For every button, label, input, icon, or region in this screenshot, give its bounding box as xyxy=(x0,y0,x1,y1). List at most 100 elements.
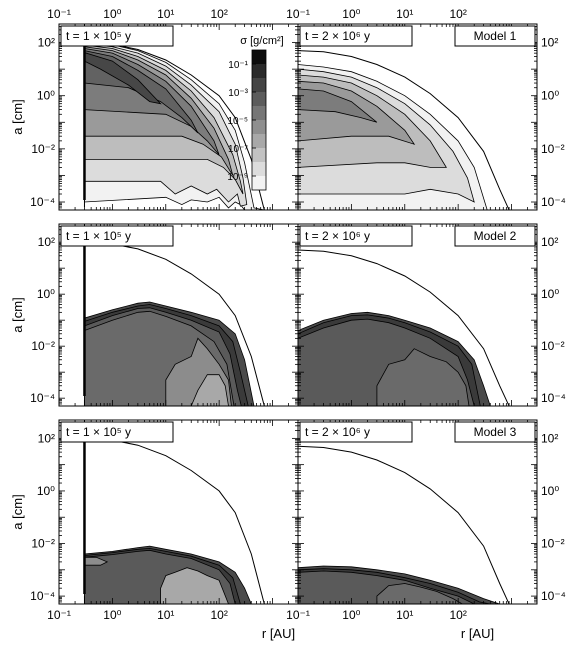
model-label-frame xyxy=(454,421,536,443)
contour-level-5 xyxy=(298,88,378,123)
bottom-tick-label: 10⁻¹ xyxy=(286,608,310,622)
y-ticks xyxy=(298,419,537,605)
model-label: Model 3 xyxy=(474,425,517,439)
bottom-tick-label: 10⁰ xyxy=(103,608,121,622)
time-label: t = 1 × 10⁵ y xyxy=(66,229,131,243)
model-label-box: Model 3 xyxy=(454,421,536,443)
time-label: t = 1 × 10⁵ y xyxy=(66,425,131,439)
model-label-box: Model 1 xyxy=(454,25,536,47)
left-tick-label: 10⁻⁴ xyxy=(30,391,55,405)
time-label-frame xyxy=(299,225,413,247)
right-tick-label: 10⁻² xyxy=(541,142,565,156)
model-label-frame xyxy=(454,225,536,247)
panel-frame xyxy=(297,419,538,605)
panel-frame xyxy=(297,23,538,211)
contour-level-4 xyxy=(376,583,464,604)
y-axis-label: a [cm] xyxy=(10,297,25,332)
time-label-box: t = 1 × 10⁵ y xyxy=(60,25,174,47)
model-label-frame xyxy=(454,25,536,47)
y-axis-label: a [cm] xyxy=(10,494,25,529)
colorbar-tick-label: 10⁻⁵ xyxy=(227,116,248,127)
panel-row1-right: 10⁻¹ 10⁰ 10¹ 10² 10² 10⁰ 10⁻² 10⁻⁴ t = 2 × 10⁶ y… xyxy=(286,7,566,211)
time-label-box: t = 2 × 10⁶ y xyxy=(299,421,413,443)
time-label-frame xyxy=(299,25,413,47)
top-tick-label: 10⁰ xyxy=(103,7,121,21)
time-label-frame xyxy=(60,25,174,47)
colorbar-swatch xyxy=(252,162,266,176)
left-tick-label: 10⁻² xyxy=(31,142,55,156)
time-label: t = 2 × 10⁶ y xyxy=(305,425,370,439)
colorbar-title: σ [g/cm²] xyxy=(240,35,283,47)
right-tick-label: 10⁻² xyxy=(541,537,565,551)
y-axis-label: a [cm] xyxy=(10,99,25,134)
time-label-frame xyxy=(60,225,174,247)
panel-row3-left: 10⁻¹ 10⁰ 10¹ 10² 10² 10⁰ 10⁻² 10⁻⁴ a [cm] r [AU] t… xyxy=(10,419,299,641)
panel-row2-right: 10² 10⁰ 10⁻² 10⁻⁴ t = 2 × 10⁶ y Model 2 xyxy=(297,223,566,407)
panels-layer: 10⁻¹ 10⁰ 10¹ 10² 10² 10⁰ 10⁻² 10⁻⁴ a [cm] t = 1 ×… xyxy=(10,7,566,641)
bottom-tick-label: 10⁰ xyxy=(342,608,360,622)
panel-row3-right: 10⁻¹ 10⁰ 10¹ 10² 10² 10⁰ 10⁻² 10⁻⁴ r [AU] t = 2 ×… xyxy=(286,419,566,641)
right-tick-label: 10² xyxy=(541,36,558,50)
contour-level-7 xyxy=(84,52,162,105)
right-tick-label: 10⁻⁴ xyxy=(541,589,566,603)
top-tick-label: 10¹ xyxy=(396,7,413,21)
limit-curve xyxy=(298,445,510,604)
x-axis-label: r [AU] xyxy=(461,626,494,641)
colorbar-swatch xyxy=(252,50,266,64)
plot-area xyxy=(59,420,298,604)
right-tick-label: 10⁻⁴ xyxy=(541,195,566,209)
left-tick-label: 10⁻² xyxy=(31,537,55,551)
contour-level-6 xyxy=(190,374,229,406)
contour-level-4 xyxy=(376,348,470,406)
colorbar-swatch xyxy=(252,64,266,78)
left-tick-label: 10⁰ xyxy=(37,287,55,301)
right-tick-label: 10⁻⁴ xyxy=(541,391,566,405)
x-axis-label: r [AU] xyxy=(262,626,295,641)
bottom-tick-label: 10⁻¹ xyxy=(47,608,71,622)
right-tick-label: 10⁻² xyxy=(541,339,565,353)
model-label-box: Model 2 xyxy=(454,225,536,247)
right-tick-label: 10² xyxy=(541,235,558,249)
panel-row2-left: 10² 10⁰ 10⁻² 10⁻⁴ a [cm] t = 1 × 10⁵ y xyxy=(10,223,299,407)
time-label-box: t = 2 × 10⁶ y xyxy=(299,225,413,247)
plot-area xyxy=(298,224,537,406)
time-label-frame xyxy=(60,421,174,443)
colorbar-swatch xyxy=(252,134,266,148)
time-label: t = 1 × 10⁵ y xyxy=(66,29,131,43)
colorbar-swatch xyxy=(252,78,266,92)
limit-curve xyxy=(298,249,510,406)
left-tick-label: 10² xyxy=(38,36,55,50)
colorbar-swatch xyxy=(252,92,266,106)
left-tick-label: 10² xyxy=(38,431,55,445)
time-label-box: t = 1 × 10⁵ y xyxy=(60,225,174,247)
left-tick-label: 10⁰ xyxy=(37,89,55,103)
top-tick-label: 10² xyxy=(449,7,466,21)
colorbar-swatch xyxy=(252,148,266,162)
model-label: Model 1 xyxy=(474,29,517,43)
colorbar-swatch xyxy=(252,176,266,190)
time-label-frame xyxy=(299,421,413,443)
right-tick-label: 10⁰ xyxy=(541,287,559,301)
bottom-tick-label: 10¹ xyxy=(157,608,174,622)
time-label-box: t = 1 × 10⁵ y xyxy=(60,421,174,443)
time-label-box: t = 2 × 10⁶ y xyxy=(299,25,413,47)
left-tick-label: 10⁻⁴ xyxy=(30,589,55,603)
bottom-tick-label: 10² xyxy=(449,608,466,622)
time-label: t = 2 × 10⁶ y xyxy=(305,229,370,243)
left-tick-label: 10⁻² xyxy=(31,339,55,353)
right-tick-label: 10⁰ xyxy=(541,484,559,498)
left-tick-label: 10⁰ xyxy=(37,484,55,498)
plot-area xyxy=(298,420,537,604)
left-tick-label: 10⁻⁴ xyxy=(30,195,55,209)
bottom-tick-label: 10² xyxy=(210,608,227,622)
bottom-tick-label: 10¹ xyxy=(396,608,413,622)
colorbar-tick-label: 10⁻³ xyxy=(228,88,248,99)
top-tick-label: 10² xyxy=(210,7,227,21)
right-tick-label: 10² xyxy=(541,431,558,445)
top-tick-label: 10⁻¹ xyxy=(47,7,71,21)
plot-area xyxy=(59,224,298,406)
panel-frame xyxy=(297,223,538,407)
limit-curve xyxy=(298,50,510,210)
top-tick-label: 10⁻¹ xyxy=(286,7,310,21)
